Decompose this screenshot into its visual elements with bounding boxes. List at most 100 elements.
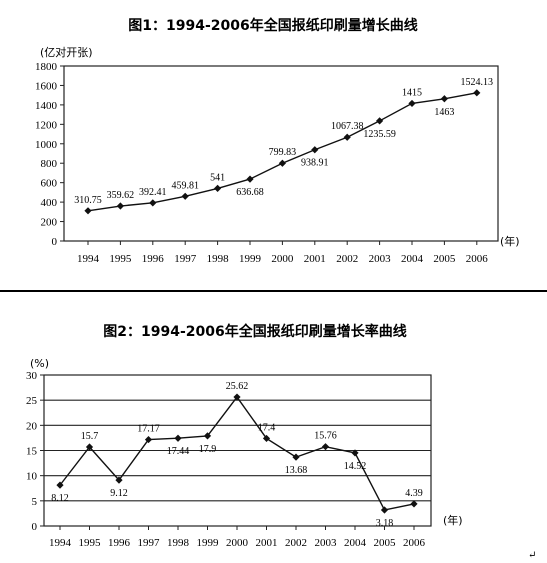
- data-label: 392.41: [139, 187, 167, 198]
- x-tick-label: 2003: [315, 537, 338, 549]
- x-tick-label: 2005: [433, 253, 456, 265]
- data-point-marker: [84, 207, 92, 215]
- data-point-marker: [321, 443, 330, 451]
- data-point-marker: [181, 192, 189, 200]
- chart-1-title: 图1：1994-2006年全国报纸印刷量增长曲线: [128, 17, 417, 34]
- data-label: 17.17: [137, 424, 160, 435]
- data-point-marker: [278, 159, 286, 167]
- data-label: 1067.38: [331, 121, 364, 132]
- y-tick-label: 1800: [35, 61, 58, 73]
- y-tick-label: 10: [26, 471, 38, 483]
- y-tick-label: 30: [26, 370, 38, 382]
- chart-1-growth-volume: 图1：1994-2006年全国报纸印刷量增长曲线 (亿对开张) (年) 0 200…: [35, 17, 520, 265]
- data-point-marker: [440, 95, 448, 103]
- x-tick-label: 1994: [49, 537, 72, 549]
- data-point-marker: [116, 202, 124, 210]
- paragraph-mark: ↵: [528, 550, 536, 561]
- x-tick-label: 1995: [109, 253, 132, 265]
- data-point-marker: [203, 432, 212, 440]
- x-tick-label: 2001: [256, 537, 278, 549]
- chart-1-x-unit-label: (年): [500, 234, 520, 248]
- data-label: 1524.13: [461, 77, 494, 88]
- chart-2-x-unit-label: (年): [443, 513, 463, 527]
- data-label: 15.7: [81, 431, 99, 442]
- data-label: 1235.59: [363, 129, 396, 140]
- data-point-marker: [410, 500, 418, 508]
- x-tick-label: 2002: [285, 537, 307, 549]
- data-label: 636.68: [236, 187, 264, 198]
- y-tick-label: 600: [41, 178, 58, 190]
- chart-1-y-unit-label: (亿对开张): [40, 45, 93, 59]
- data-point-marker: [149, 199, 157, 207]
- y-tick-label: 15: [26, 446, 38, 458]
- x-tick-label: 2000: [226, 537, 249, 549]
- data-point-marker: [56, 481, 64, 489]
- data-point-marker: [214, 184, 222, 193]
- y-tick-label: 5: [32, 496, 38, 508]
- data-label: 1463: [434, 107, 454, 118]
- data-point-marker: [246, 175, 254, 183]
- data-label: 17.4: [258, 422, 276, 433]
- data-label: 541: [210, 172, 225, 183]
- y-tick-label: 200: [41, 217, 58, 229]
- data-label: 15.76: [314, 431, 337, 442]
- data-label: 14.52: [344, 461, 367, 472]
- data-label: 8.12: [51, 493, 69, 504]
- x-tick-label: 1998: [207, 253, 230, 265]
- y-tick-label: 400: [41, 197, 58, 209]
- x-tick-label: 1999: [197, 537, 220, 549]
- data-label: 359.62: [107, 190, 135, 201]
- y-tick-label: 25: [26, 395, 38, 407]
- data-label: 938.91: [301, 158, 329, 169]
- data-label: 17.9: [199, 444, 217, 455]
- x-tick-label: 2003: [369, 253, 392, 265]
- data-label: 13.68: [285, 465, 308, 476]
- x-tick-label: 2004: [401, 253, 424, 265]
- data-point-marker: [115, 476, 123, 484]
- data-point-marker: [144, 435, 153, 444]
- data-label: 459.81: [171, 180, 199, 191]
- y-tick-label: 1600: [35, 80, 58, 92]
- x-tick-label: 1997: [174, 253, 197, 265]
- data-label: 25.62: [226, 381, 249, 392]
- x-tick-label: 1999: [239, 253, 262, 265]
- y-tick-label: 0: [32, 521, 38, 533]
- data-point-marker: [311, 146, 319, 154]
- data-point-marker: [380, 506, 389, 514]
- data-point-marker: [343, 133, 351, 141]
- x-tick-label: 2006: [403, 537, 426, 549]
- data-label: 3.18: [376, 518, 394, 529]
- x-tick-label: 1994: [77, 253, 100, 265]
- data-label: 9.12: [110, 488, 128, 499]
- x-tick-label: 2000: [271, 253, 294, 265]
- x-tick-label: 1995: [79, 537, 102, 549]
- data-point-marker: [351, 449, 359, 457]
- y-tick-label: 1200: [35, 119, 58, 131]
- data-label: 799.83: [269, 147, 297, 158]
- y-tick-label: 1000: [35, 139, 58, 151]
- x-tick-label: 1997: [138, 537, 161, 549]
- y-tick-label: 20: [26, 420, 38, 432]
- data-label: 1415: [402, 87, 422, 98]
- y-tick-label: 1400: [35, 100, 58, 112]
- y-tick-label: 0: [52, 236, 58, 248]
- data-label: 17.44: [167, 446, 190, 457]
- data-label: 310.75: [74, 195, 102, 206]
- chart-2-y-unit-label: (%): [30, 357, 49, 370]
- data-point-marker: [174, 434, 182, 442]
- x-tick-label: 2001: [304, 253, 326, 265]
- data-point-marker: [473, 89, 481, 97]
- data-point-marker: [233, 393, 241, 401]
- data-point-marker: [408, 99, 416, 108]
- data-point-marker: [262, 434, 271, 443]
- x-tick-label: 2002: [336, 253, 358, 265]
- chart-2-title: 图2：1994-2006年全国报纸印刷量增长率曲线: [103, 323, 406, 340]
- plot-frame: [63, 65, 499, 242]
- x-tick-label: 2005: [374, 537, 397, 549]
- data-point-marker: [85, 443, 94, 451]
- data-point-marker: [376, 117, 384, 125]
- x-tick-label: 2004: [344, 537, 367, 549]
- x-tick-label: 1996: [142, 253, 165, 265]
- data-point-marker: [292, 453, 300, 461]
